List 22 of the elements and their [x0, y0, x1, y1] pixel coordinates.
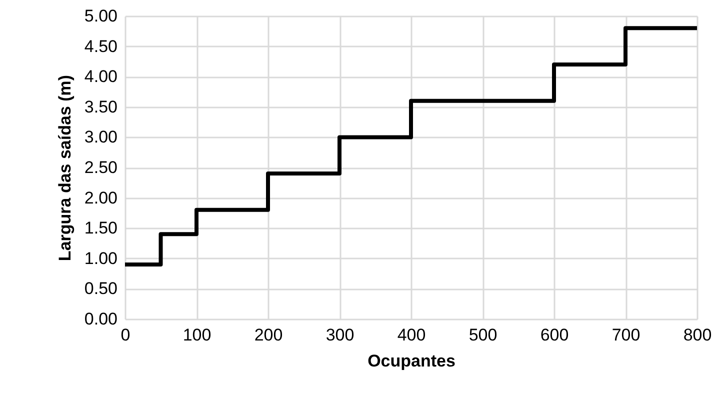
x-tick-label: 800: [683, 326, 712, 344]
x-tick-label: 600: [540, 326, 569, 344]
y-tick-label: 4.50: [84, 36, 118, 56]
y-tick-label: 4.00: [84, 67, 118, 86]
x-tick-label: 700: [612, 326, 640, 344]
y-tick-label: 3.00: [84, 128, 118, 147]
y-tick-label: 1.00: [84, 248, 118, 268]
x-tick-label: 400: [397, 326, 426, 344]
y-tick-label: 2.00: [84, 188, 118, 208]
x-tick-label: 100: [182, 326, 212, 344]
y-tick-label: 0.00: [84, 310, 118, 328]
x-axis-title: Ocupantes: [368, 352, 456, 370]
y-axis-title: Largura das saídas (m): [55, 74, 74, 262]
x-tick-label: 500: [468, 326, 498, 344]
x-tick-label: 0: [120, 326, 130, 344]
y-tick-label: 3.50: [84, 97, 118, 116]
y-tick-label: 1.50: [84, 218, 118, 238]
y-tick-label: 2.50: [84, 158, 118, 177]
x-tick-label: 200: [254, 326, 283, 344]
y-tick-label: 5.00: [84, 6, 118, 26]
y-tick-label: 0.50: [84, 279, 118, 298]
x-tick-label: 300: [326, 326, 354, 344]
